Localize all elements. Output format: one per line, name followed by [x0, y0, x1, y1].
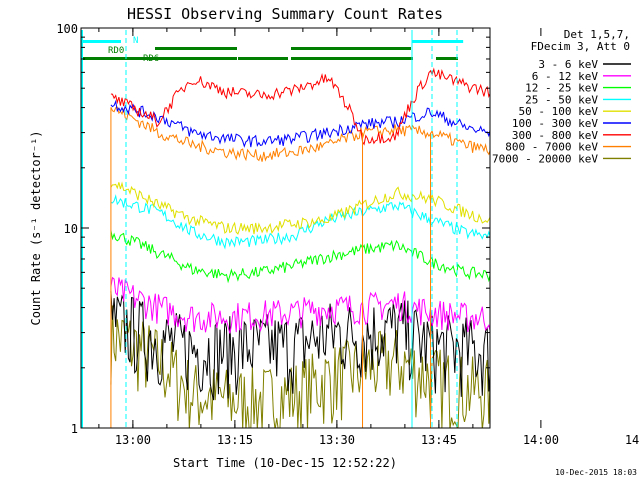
legend-label: 12 - 25 keV [525, 82, 598, 95]
series-line [110, 106, 490, 162]
x-tick-label: 13:30 [319, 433, 355, 447]
legend-label: 300 - 800 keV [512, 129, 598, 142]
rd0-bar [436, 57, 458, 60]
rd6-bar [155, 47, 237, 50]
rd6-bar [291, 47, 411, 50]
series-line [110, 99, 490, 148]
legend-entry: 12 - 25 keV [525, 82, 631, 95]
legend-label: 6 - 12 keV [532, 70, 599, 83]
series-line [110, 67, 490, 146]
night-bar [412, 40, 458, 43]
y-tick-label: 100 [56, 22, 78, 36]
legend-label: 3 - 6 keV [538, 58, 598, 71]
legend-entry: 300 - 800 keV [512, 129, 631, 142]
legend-entry: 100 - 300 keV [512, 117, 631, 130]
night-label: N [133, 36, 138, 46]
legend-header-line-2: FDecim 3, Att 0 [531, 40, 630, 53]
timestamp: 10-Dec-2015 18:03 [555, 468, 637, 477]
legend-entry: 800 - 7000 keV [505, 141, 631, 154]
y-tick-label: 1 [71, 422, 78, 436]
rd0-bar [81, 57, 133, 60]
y-axis-label: Count Rate (s⁻¹ detector⁻¹) [29, 130, 43, 325]
rd0-label: RD0 [108, 46, 124, 56]
night-bar [81, 40, 121, 43]
series-line [110, 305, 490, 428]
rd0-bar [238, 57, 288, 60]
x-tick-label: 14:15 [625, 433, 640, 447]
rd6-label: RD6 [143, 54, 159, 64]
series-line [110, 276, 490, 334]
series-line [110, 291, 490, 401]
legend-label: 50 - 100 keV [519, 105, 599, 118]
legend-label: 800 - 7000 keV [505, 141, 598, 154]
legend-header-line-1: Det 1,5,7, [564, 28, 630, 41]
x-tick-label: 13:15 [217, 433, 253, 447]
annotation-layer: RD0 RD6 N [81, 30, 464, 428]
legend-entry: 6 - 12 keV [532, 70, 631, 83]
legend-label: 100 - 300 keV [512, 117, 598, 130]
series-layer [110, 67, 490, 428]
series-line [110, 181, 490, 235]
legend-label: 7000 - 20000 keV [492, 152, 598, 165]
series-line [110, 230, 490, 284]
axis-layer: 13:0013:1513:3013:4514:0014:1514:3011010… [56, 22, 640, 447]
series-line [110, 194, 490, 250]
legend-entry: 25 - 50 keV [525, 93, 631, 106]
legend-entry: 3 - 6 keV [538, 58, 631, 71]
rd0-bar [128, 57, 237, 60]
legend-label: 25 - 50 keV [525, 93, 598, 106]
legend-entry: 50 - 100 keV [519, 105, 631, 118]
rd0-bar [291, 57, 413, 60]
chart-title: HESSI Observing Summary Count Rates [127, 5, 443, 23]
x-tick-label: 13:45 [421, 433, 457, 447]
y-tick-label: 10 [64, 222, 78, 236]
x-tick-label: 13:00 [115, 433, 151, 447]
x-axis-label: Start Time (10-Dec-15 12:52:22) [173, 456, 397, 470]
x-tick-label: 14:00 [523, 433, 559, 447]
legend-entry: 7000 - 20000 keV [492, 152, 631, 165]
